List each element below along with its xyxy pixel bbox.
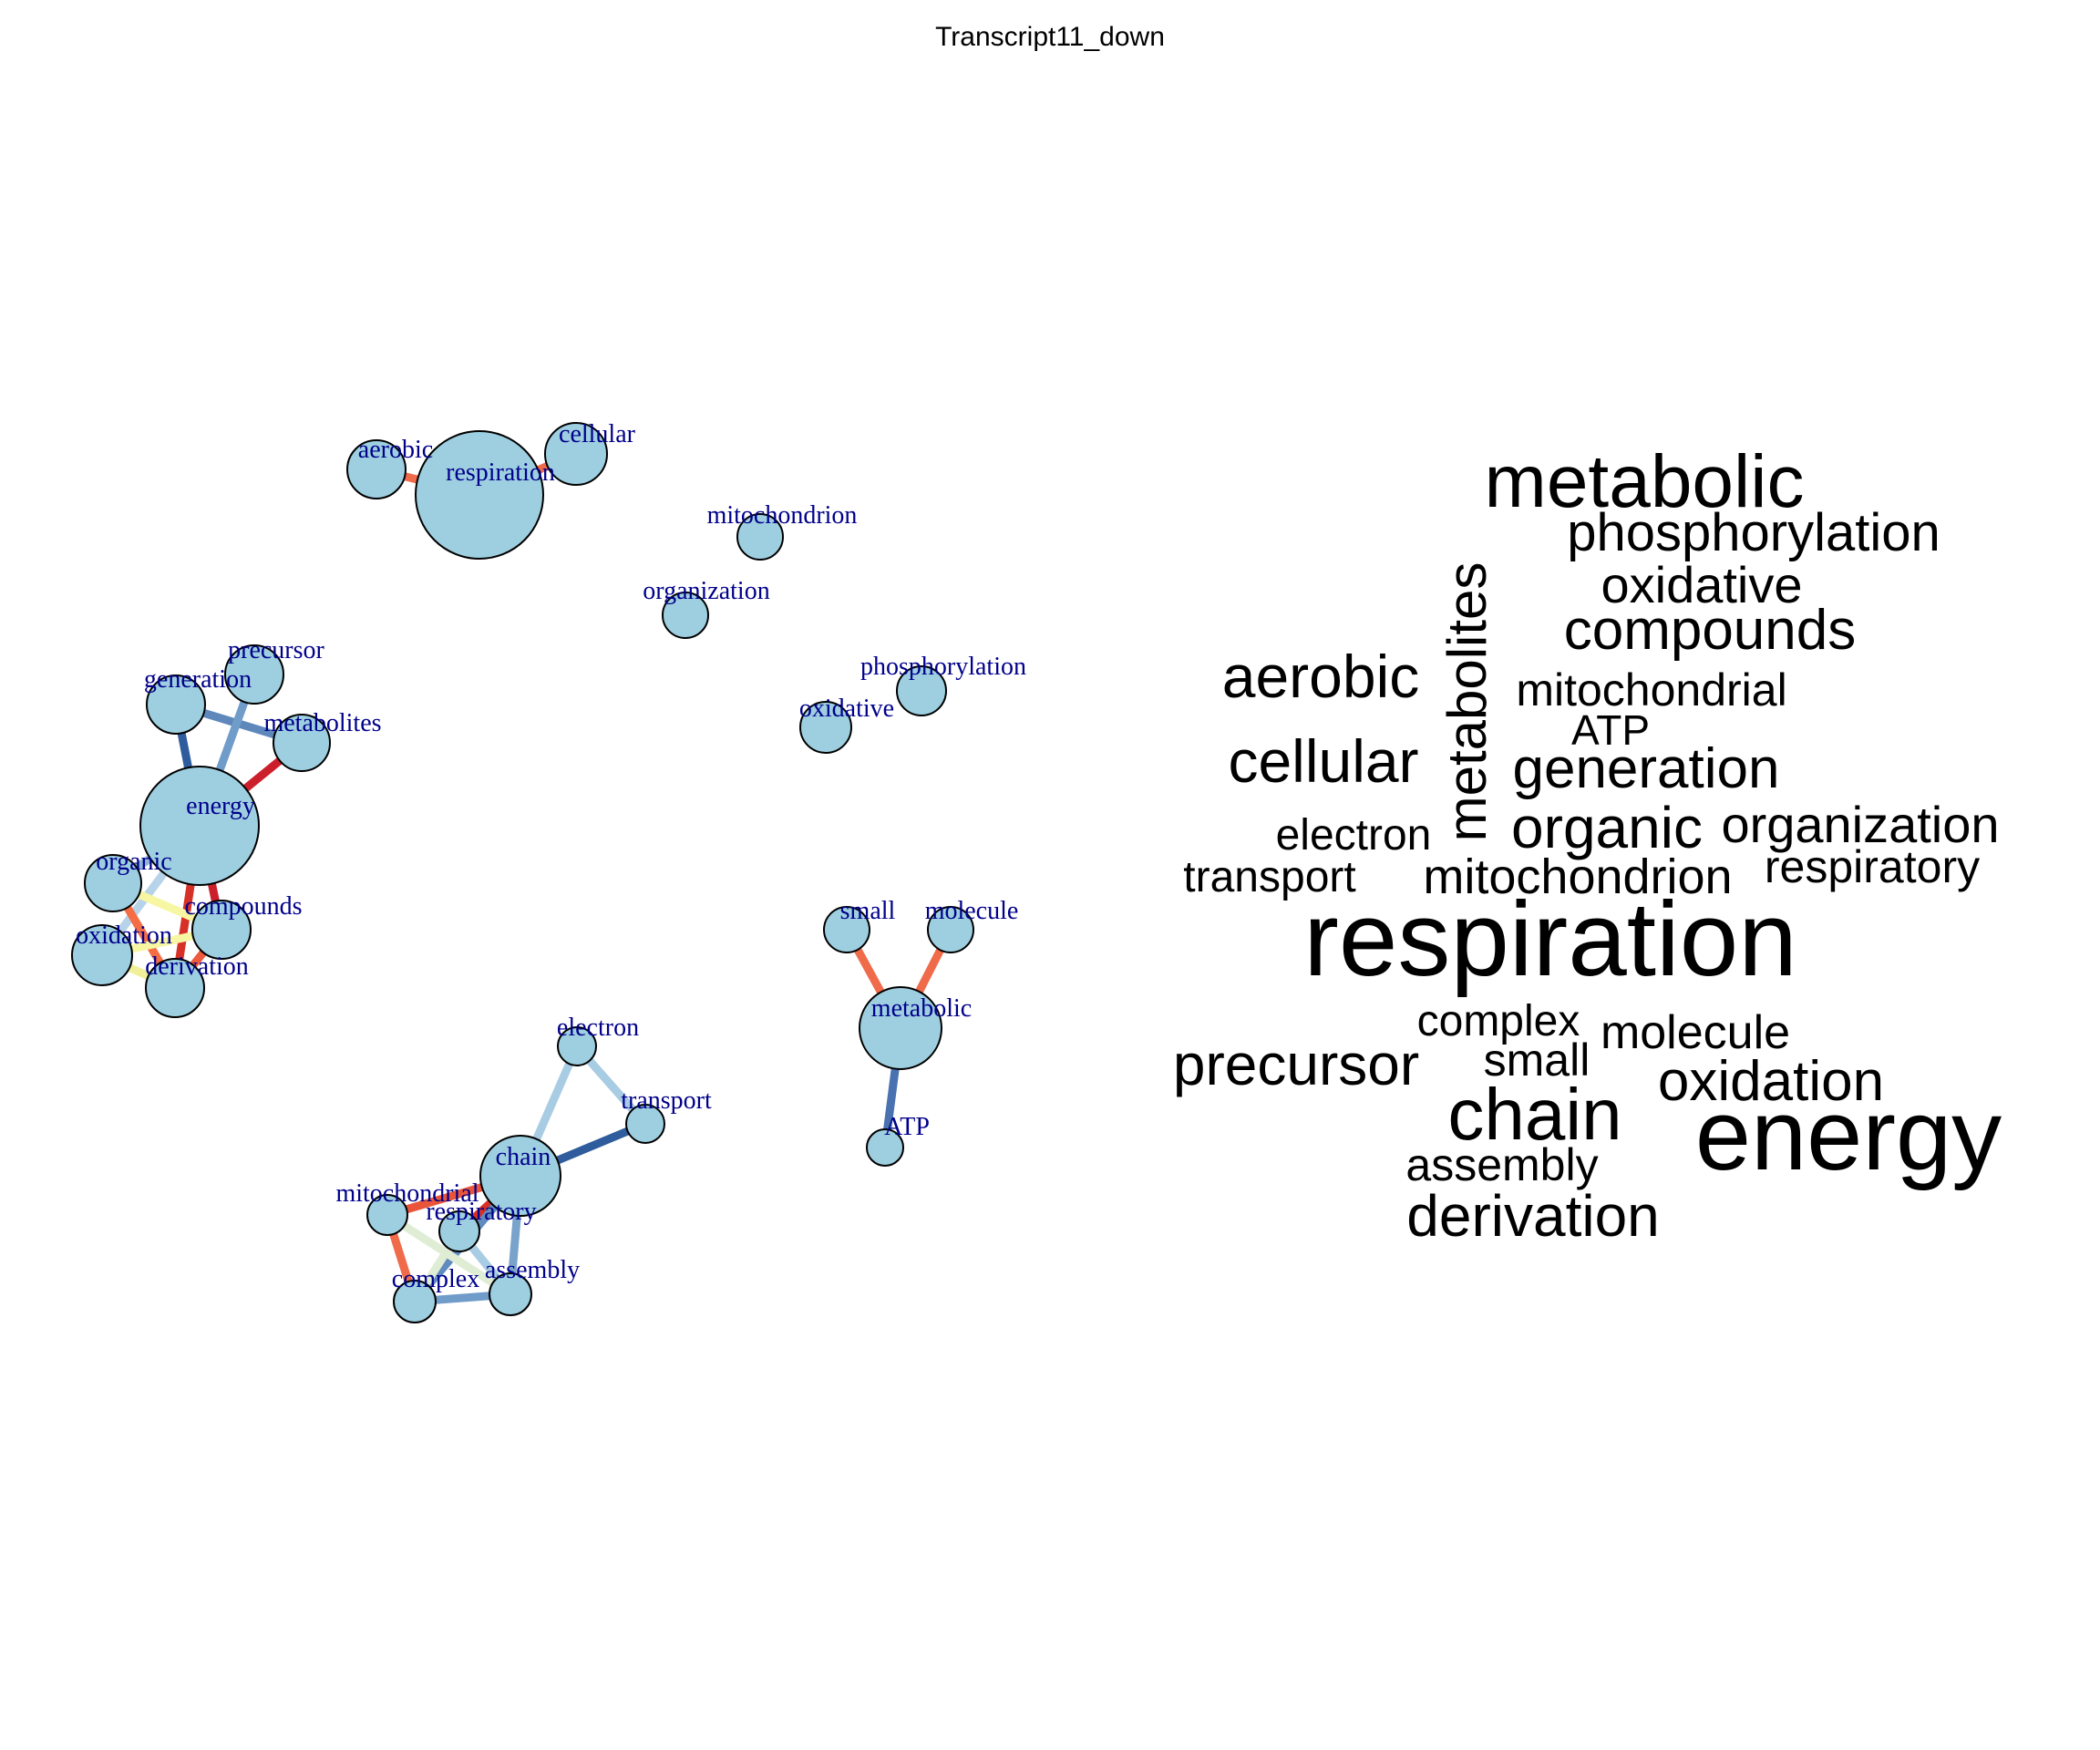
node-derivation bbox=[145, 958, 205, 1018]
node-respiratory bbox=[438, 1210, 480, 1252]
node-small bbox=[823, 906, 870, 953]
node-transport bbox=[625, 1104, 665, 1144]
node-aerobic bbox=[346, 439, 407, 499]
node-label-organization: organization bbox=[643, 577, 769, 605]
node-precursor bbox=[224, 644, 284, 705]
node-label-electron: electron bbox=[557, 1014, 639, 1042]
cloud-word-respiration: respiration bbox=[1303, 880, 1797, 998]
cloud-word-transport: transport bbox=[1183, 853, 1355, 901]
network-nodes bbox=[71, 422, 974, 1323]
node-label-complex: complex bbox=[392, 1265, 479, 1293]
node-chain bbox=[479, 1135, 561, 1217]
node-oxidation bbox=[71, 924, 133, 986]
cloud-word-oxidative: oxidative bbox=[1601, 556, 1802, 613]
node-mitochondrial bbox=[366, 1194, 408, 1236]
node-organization bbox=[662, 592, 709, 639]
cloud-word-precursor: precursor bbox=[1173, 1032, 1419, 1097]
cloud-word-aerobic: aerobic bbox=[1222, 643, 1419, 710]
node-ATP bbox=[866, 1128, 904, 1167]
cloud-word-electron: electron bbox=[1276, 811, 1432, 860]
cloud-word-ATP: ATP bbox=[1571, 706, 1650, 754]
node-label-generation: generation bbox=[144, 665, 252, 694]
cloud-word-oxidation: oxidation bbox=[1658, 1050, 1884, 1113]
cloud-word-mitochondrial: mitochondrial bbox=[1516, 664, 1786, 715]
node-label-organic: organic bbox=[96, 848, 171, 876]
node-energy bbox=[139, 766, 260, 886]
cloud-word-metabolic: metabolic bbox=[1485, 440, 1805, 523]
node-label-chain: chain bbox=[496, 1143, 551, 1171]
node-compounds bbox=[191, 900, 252, 960]
cloud-word-assembly: assembly bbox=[1405, 1139, 1598, 1190]
cloud-word-complex: complex bbox=[1417, 997, 1580, 1045]
node-assembly bbox=[489, 1272, 532, 1316]
node-label-molecule: molecule bbox=[925, 897, 1019, 925]
node-respiration bbox=[415, 430, 544, 560]
cloud-word-energy: energy bbox=[1695, 1079, 2002, 1191]
node-label-cellular: cellular bbox=[559, 420, 636, 448]
node-label-metabolites: metabolites bbox=[263, 709, 381, 737]
node-label-mitochondrion: mitochondrion bbox=[707, 501, 858, 530]
node-label-oxidation: oxidation bbox=[76, 921, 172, 950]
node-label-small: small bbox=[840, 897, 896, 925]
cloud-word-compounds: compounds bbox=[1564, 599, 1857, 662]
node-generation bbox=[146, 674, 206, 735]
cloud-word-mitochondrion: mitochondrion bbox=[1423, 849, 1732, 904]
node-label-derivation: derivation bbox=[145, 952, 249, 981]
node-label-phosphorylation: phosphorylation bbox=[860, 653, 1026, 681]
node-label-aerobic: aerobic bbox=[358, 436, 433, 464]
cloud-word-generation: generation bbox=[1512, 737, 1779, 800]
node-molecule bbox=[927, 906, 974, 953]
figure-title: Transcript11_down bbox=[935, 22, 1165, 52]
cloud-word-chain: chain bbox=[1447, 1074, 1621, 1155]
node-phosphorylation bbox=[896, 665, 947, 716]
node-label-oxidative: oxidative bbox=[799, 695, 894, 723]
node-mitochondrion bbox=[736, 513, 784, 561]
cloud-word-small: small bbox=[1484, 1035, 1590, 1086]
node-label-energy: energy bbox=[186, 792, 255, 820]
node-complex bbox=[393, 1280, 437, 1323]
node-label-ATP: ATP bbox=[884, 1113, 930, 1141]
node-label-metabolic: metabolic bbox=[871, 994, 972, 1023]
node-label-mitochondrial: mitochondrial bbox=[335, 1179, 479, 1208]
node-oxidative bbox=[799, 701, 852, 754]
node-metabolic bbox=[859, 986, 942, 1070]
node-organic bbox=[84, 854, 142, 912]
cloud-word-derivation: derivation bbox=[1406, 1183, 1660, 1249]
cloud-word-metabolites: metabolites bbox=[1436, 562, 1498, 842]
node-cellular bbox=[544, 422, 608, 486]
cloud-word-cellular: cellular bbox=[1228, 727, 1418, 795]
cloud-word-organization: organization bbox=[1721, 796, 1999, 853]
word-cloud: metabolicphosphorylationoxidativecompoun… bbox=[1173, 440, 2002, 1249]
cloud-word-molecule: molecule bbox=[1601, 1006, 1790, 1059]
cloud-word-organic: organic bbox=[1511, 795, 1703, 860]
node-label-transport: transport bbox=[621, 1086, 712, 1115]
node-label-respiration: respiration bbox=[446, 458, 555, 487]
cloud-word-respiratory: respiratory bbox=[1765, 841, 1980, 892]
node-label-precursor: precursor bbox=[228, 636, 324, 664]
node-metabolites bbox=[273, 714, 331, 772]
node-label-assembly: assembly bbox=[485, 1256, 580, 1284]
cloud-word-phosphorylation: phosphorylation bbox=[1567, 503, 1940, 562]
node-electron bbox=[557, 1026, 597, 1066]
node-label-respiratory: respiratory bbox=[426, 1198, 536, 1226]
node-label-compounds: compounds bbox=[184, 892, 302, 921]
